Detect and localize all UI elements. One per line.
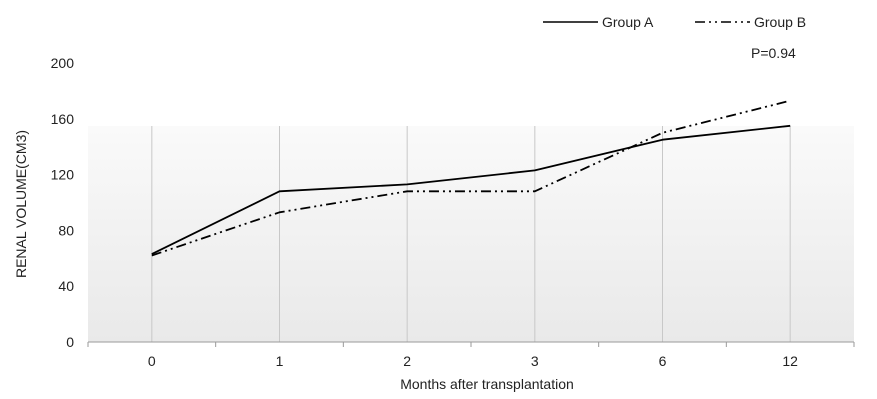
plot-background-band (88, 126, 854, 342)
x-tick-label-3: 3 (531, 353, 539, 369)
legend: Group A Group B (543, 14, 806, 30)
legend-label-group-a: Group A (602, 14, 654, 30)
x-tick-label-1: 1 (276, 353, 284, 369)
x-tick-labels: 0 1 2 3 6 12 (148, 353, 798, 369)
y-tick-label-120: 120 (51, 167, 75, 183)
series-lines (151, 99, 791, 257)
series-line-group-b (151, 99, 791, 257)
x-tick-label-0: 0 (148, 353, 156, 369)
y-tick-label-160: 160 (51, 111, 75, 127)
y-axis-title: RENAL VOLUME(CM3) (13, 130, 29, 278)
y-tick-label-200: 200 (51, 55, 75, 71)
x-tick-label-6: 6 (659, 353, 667, 369)
series-line-group-a (151, 124, 791, 255)
x-axis-title: Months after transplantation (400, 376, 574, 392)
x-tick-label-12: 12 (782, 353, 798, 369)
legend-label-group-b: Group B (754, 14, 806, 30)
x-tick-label-2: 2 (403, 353, 411, 369)
y-tick-label-0: 0 (66, 334, 74, 350)
y-tick-label-80: 80 (58, 222, 74, 238)
y-tick-labels: 0 40 80 120 160 200 (51, 55, 75, 350)
grid-lines (87, 126, 855, 347)
p-value-annotation: P=0.94 (751, 45, 796, 61)
y-tick-label-40: 40 (58, 278, 74, 294)
